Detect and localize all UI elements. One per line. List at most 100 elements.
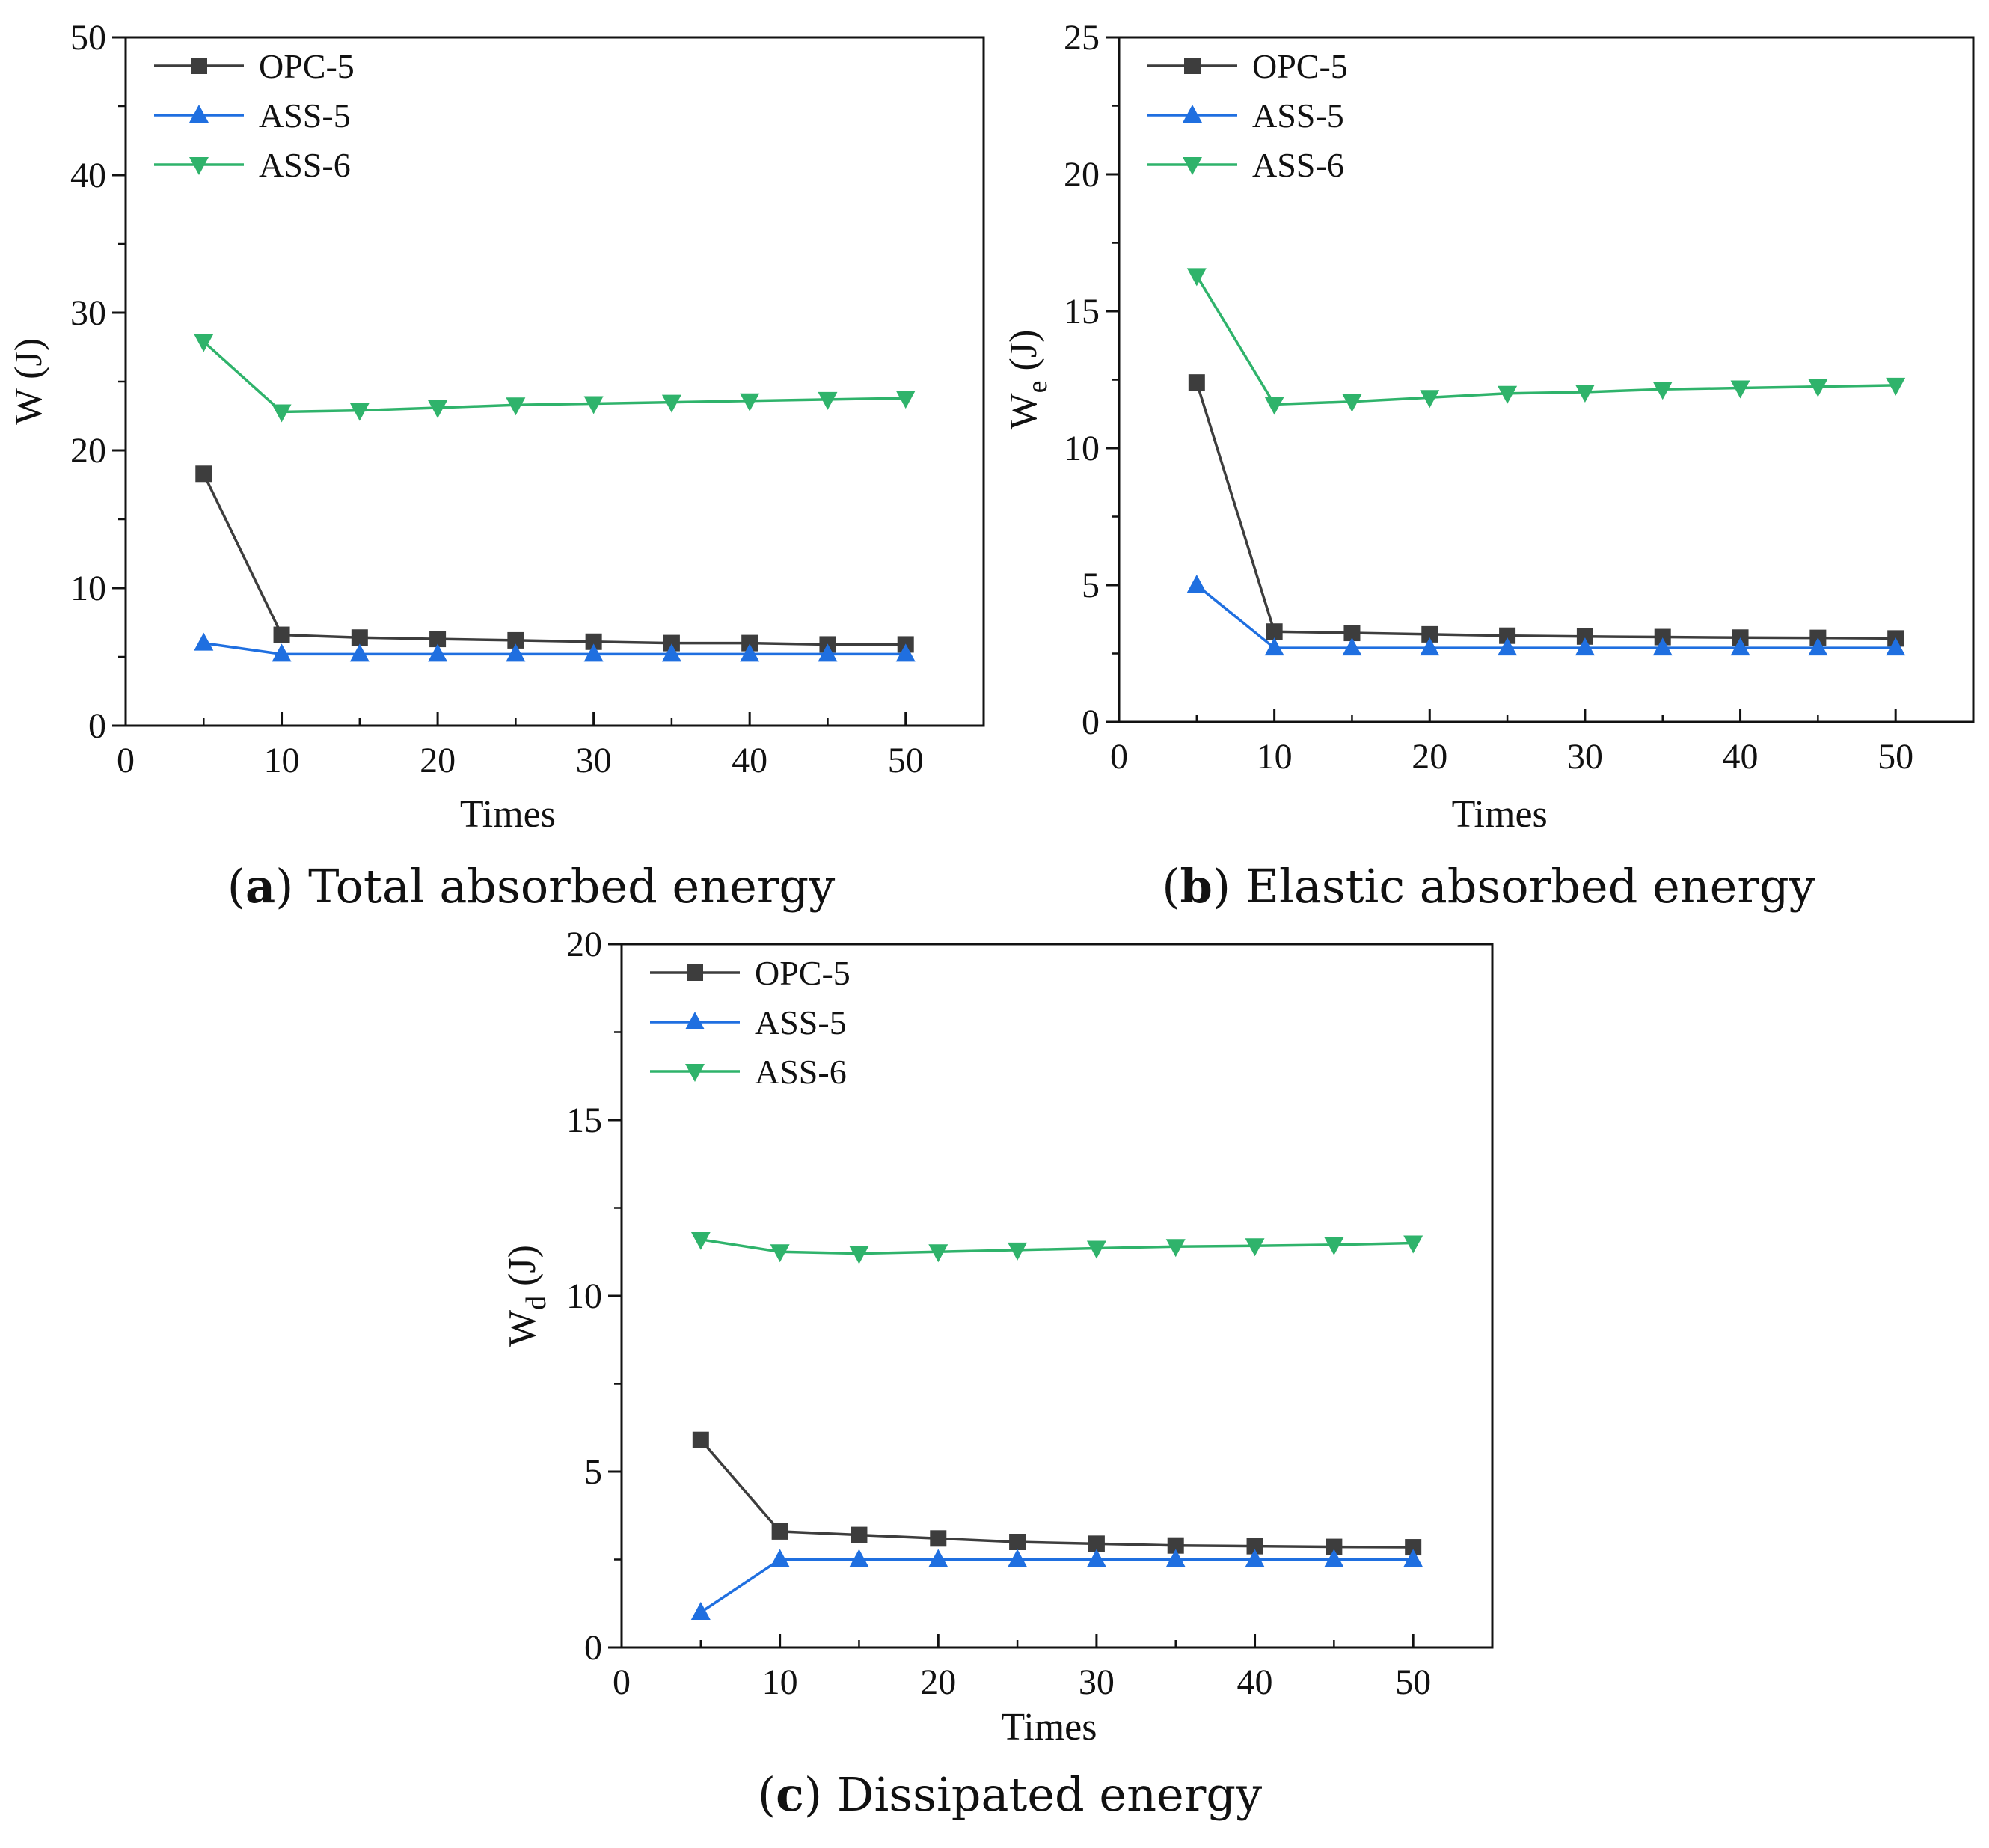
y-axis-label-main-a: W — [7, 388, 50, 425]
point-a-ASS-6-20 — [428, 400, 448, 418]
point-a-ASS-5-35 — [661, 643, 681, 662]
y-axis-label-c: Wd (J) — [501, 1245, 552, 1347]
legend-label-b-1: ASS-5 — [1252, 97, 1344, 135]
x-tick-label-b-4: 40 — [1723, 737, 1759, 777]
point-c-ASS-6-5 — [690, 1232, 711, 1250]
point-a-OPC-5-25 — [507, 631, 524, 649]
point-b-ASS-5-30 — [1575, 637, 1595, 656]
legend-marker-a-0 — [191, 58, 207, 74]
point-c-OPC-5-30 — [1088, 1535, 1105, 1552]
point-c-ASS-6-40 — [1245, 1238, 1265, 1257]
legend-marker-c-0 — [687, 964, 703, 981]
y-axis-label-sub-b: e — [1022, 380, 1053, 393]
y-tick-label-c-2: 10 — [566, 1276, 602, 1316]
y-tick-label-b-4: 20 — [1064, 155, 1100, 195]
point-b-ASS-5-25 — [1498, 637, 1518, 656]
point-b-ASS-6-5 — [1186, 268, 1207, 287]
y-tick-label-c-1: 5 — [584, 1452, 602, 1492]
series-line-a-ASS-6 — [203, 340, 906, 414]
x-tick-label-a-2: 20 — [420, 741, 456, 780]
x-tick-label-c-3: 30 — [1079, 1662, 1115, 1702]
legend-label-c-1: ASS-5 — [755, 1003, 847, 1041]
point-b-ASS-6-15 — [1342, 394, 1362, 412]
point-a-ASS-5-45 — [818, 643, 838, 662]
y-tick-label-c-4: 20 — [566, 925, 602, 964]
series-line-b-OPC-5 — [1195, 382, 1896, 640]
series-line-c-ASS-6 — [700, 1238, 1414, 1255]
point-a-OPC-5-5 — [195, 465, 212, 483]
y-tick-label-b-0: 0 — [1082, 703, 1100, 742]
point-c-OPC-5-40 — [1246, 1538, 1263, 1555]
x-tick-label-b-1: 10 — [1257, 737, 1293, 777]
point-c-OPC-5-35 — [1167, 1537, 1184, 1554]
point-b-ASS-5-15 — [1342, 637, 1362, 656]
point-a-ASS-6-30 — [583, 396, 604, 414]
y-axis-label-sub-c: d — [521, 1296, 552, 1310]
series-c-ASS-5 — [690, 1549, 1423, 1620]
y-tick-label-c-3: 15 — [566, 1101, 602, 1140]
point-c-ASS-6-30 — [1086, 1240, 1106, 1259]
point-c-ASS-6-35 — [1165, 1239, 1186, 1258]
legend-marker-c-2 — [685, 1064, 705, 1082]
point-c-ASS-5-5 — [690, 1602, 711, 1620]
series-line-c-OPC-5 — [699, 1439, 1414, 1549]
point-c-ASS-5-50 — [1403, 1549, 1423, 1567]
x-tick-label-a-5: 50 — [888, 741, 924, 780]
point-b-ASS-6-20 — [1420, 390, 1440, 409]
legend-a: OPC-5 ASS-5 ASS-6 — [154, 47, 355, 184]
caption-b: (b) Elastic absorbed energy — [1162, 859, 1815, 914]
point-a-ASS-5-20 — [428, 643, 448, 662]
x-axis-label-a: Times — [460, 793, 556, 836]
series-a-OPC-5 — [195, 465, 914, 653]
y-tick-label-a-1: 10 — [70, 569, 106, 608]
caption-c-letter: c — [776, 1767, 804, 1822]
point-c-ASS-6-25 — [1008, 1242, 1028, 1261]
point-a-OPC-5-30 — [585, 633, 602, 650]
legend-c: OPC-5 ASS-5 ASS-6 — [650, 954, 851, 1091]
point-a-OPC-5-20 — [429, 631, 447, 648]
point-c-OPC-5-15 — [851, 1526, 868, 1543]
y-tick-label-b-3: 15 — [1064, 292, 1100, 331]
x-tick-label-c-4: 40 — [1237, 1662, 1273, 1702]
y-tick-label-a-4: 40 — [70, 156, 106, 195]
caption-b-text: Elastic absorbed energy — [1245, 859, 1815, 914]
point-a-ASS-6-35 — [661, 394, 681, 413]
point-a-ASS-5-50 — [895, 643, 916, 662]
y-tick-label-b-1: 5 — [1082, 566, 1100, 605]
legend-marker-a-2 — [189, 157, 209, 175]
point-c-ASS-6-45 — [1324, 1237, 1344, 1255]
point-a-ASS-6-15 — [349, 403, 370, 421]
point-c-ASS-5-45 — [1324, 1549, 1344, 1567]
caption-a-letter: a — [245, 859, 276, 914]
x-tick-label-b-2: 20 — [1412, 737, 1447, 777]
point-b-ASS-6-45 — [1808, 379, 1828, 397]
point-b-OPC-5-15 — [1343, 625, 1361, 642]
legend-label-a-2: ASS-6 — [259, 146, 351, 184]
caption-c: (c) Dissipated energy — [757, 1767, 1263, 1822]
point-b-ASS-6-30 — [1575, 384, 1595, 403]
point-a-ASS-5-40 — [740, 643, 760, 662]
x-tick-label-a-1: 10 — [264, 741, 300, 780]
point-b-OPC-5-30 — [1576, 628, 1593, 645]
x-axis-label-c: Times — [1001, 1706, 1097, 1748]
point-b-ASS-6-50 — [1886, 377, 1906, 396]
point-a-ASS-5-25 — [506, 643, 526, 662]
y-axis-label-main-b: W — [1002, 393, 1045, 429]
point-b-OPC-5-10 — [1266, 623, 1283, 640]
point-a-OPC-5-35 — [663, 634, 680, 652]
y-tick-label-a-5: 50 — [70, 18, 106, 58]
y-axis-label-unit-a: (J) — [7, 338, 50, 389]
series-a-ASS-5 — [194, 632, 916, 662]
point-b-OPC-5-25 — [1499, 627, 1516, 644]
point-b-ASS-5-50 — [1886, 637, 1906, 656]
point-a-OPC-5-40 — [741, 634, 758, 652]
series-line-a-ASS-5 — [203, 641, 906, 656]
point-a-ASS-6-45 — [818, 391, 838, 410]
point-b-ASS-5-20 — [1420, 637, 1440, 656]
x-tick-label-a-0: 0 — [117, 741, 135, 780]
series-line-a-OPC-5 — [202, 473, 906, 646]
point-c-ASS-5-25 — [1008, 1549, 1028, 1567]
point-c-ASS-6-15 — [849, 1246, 869, 1264]
